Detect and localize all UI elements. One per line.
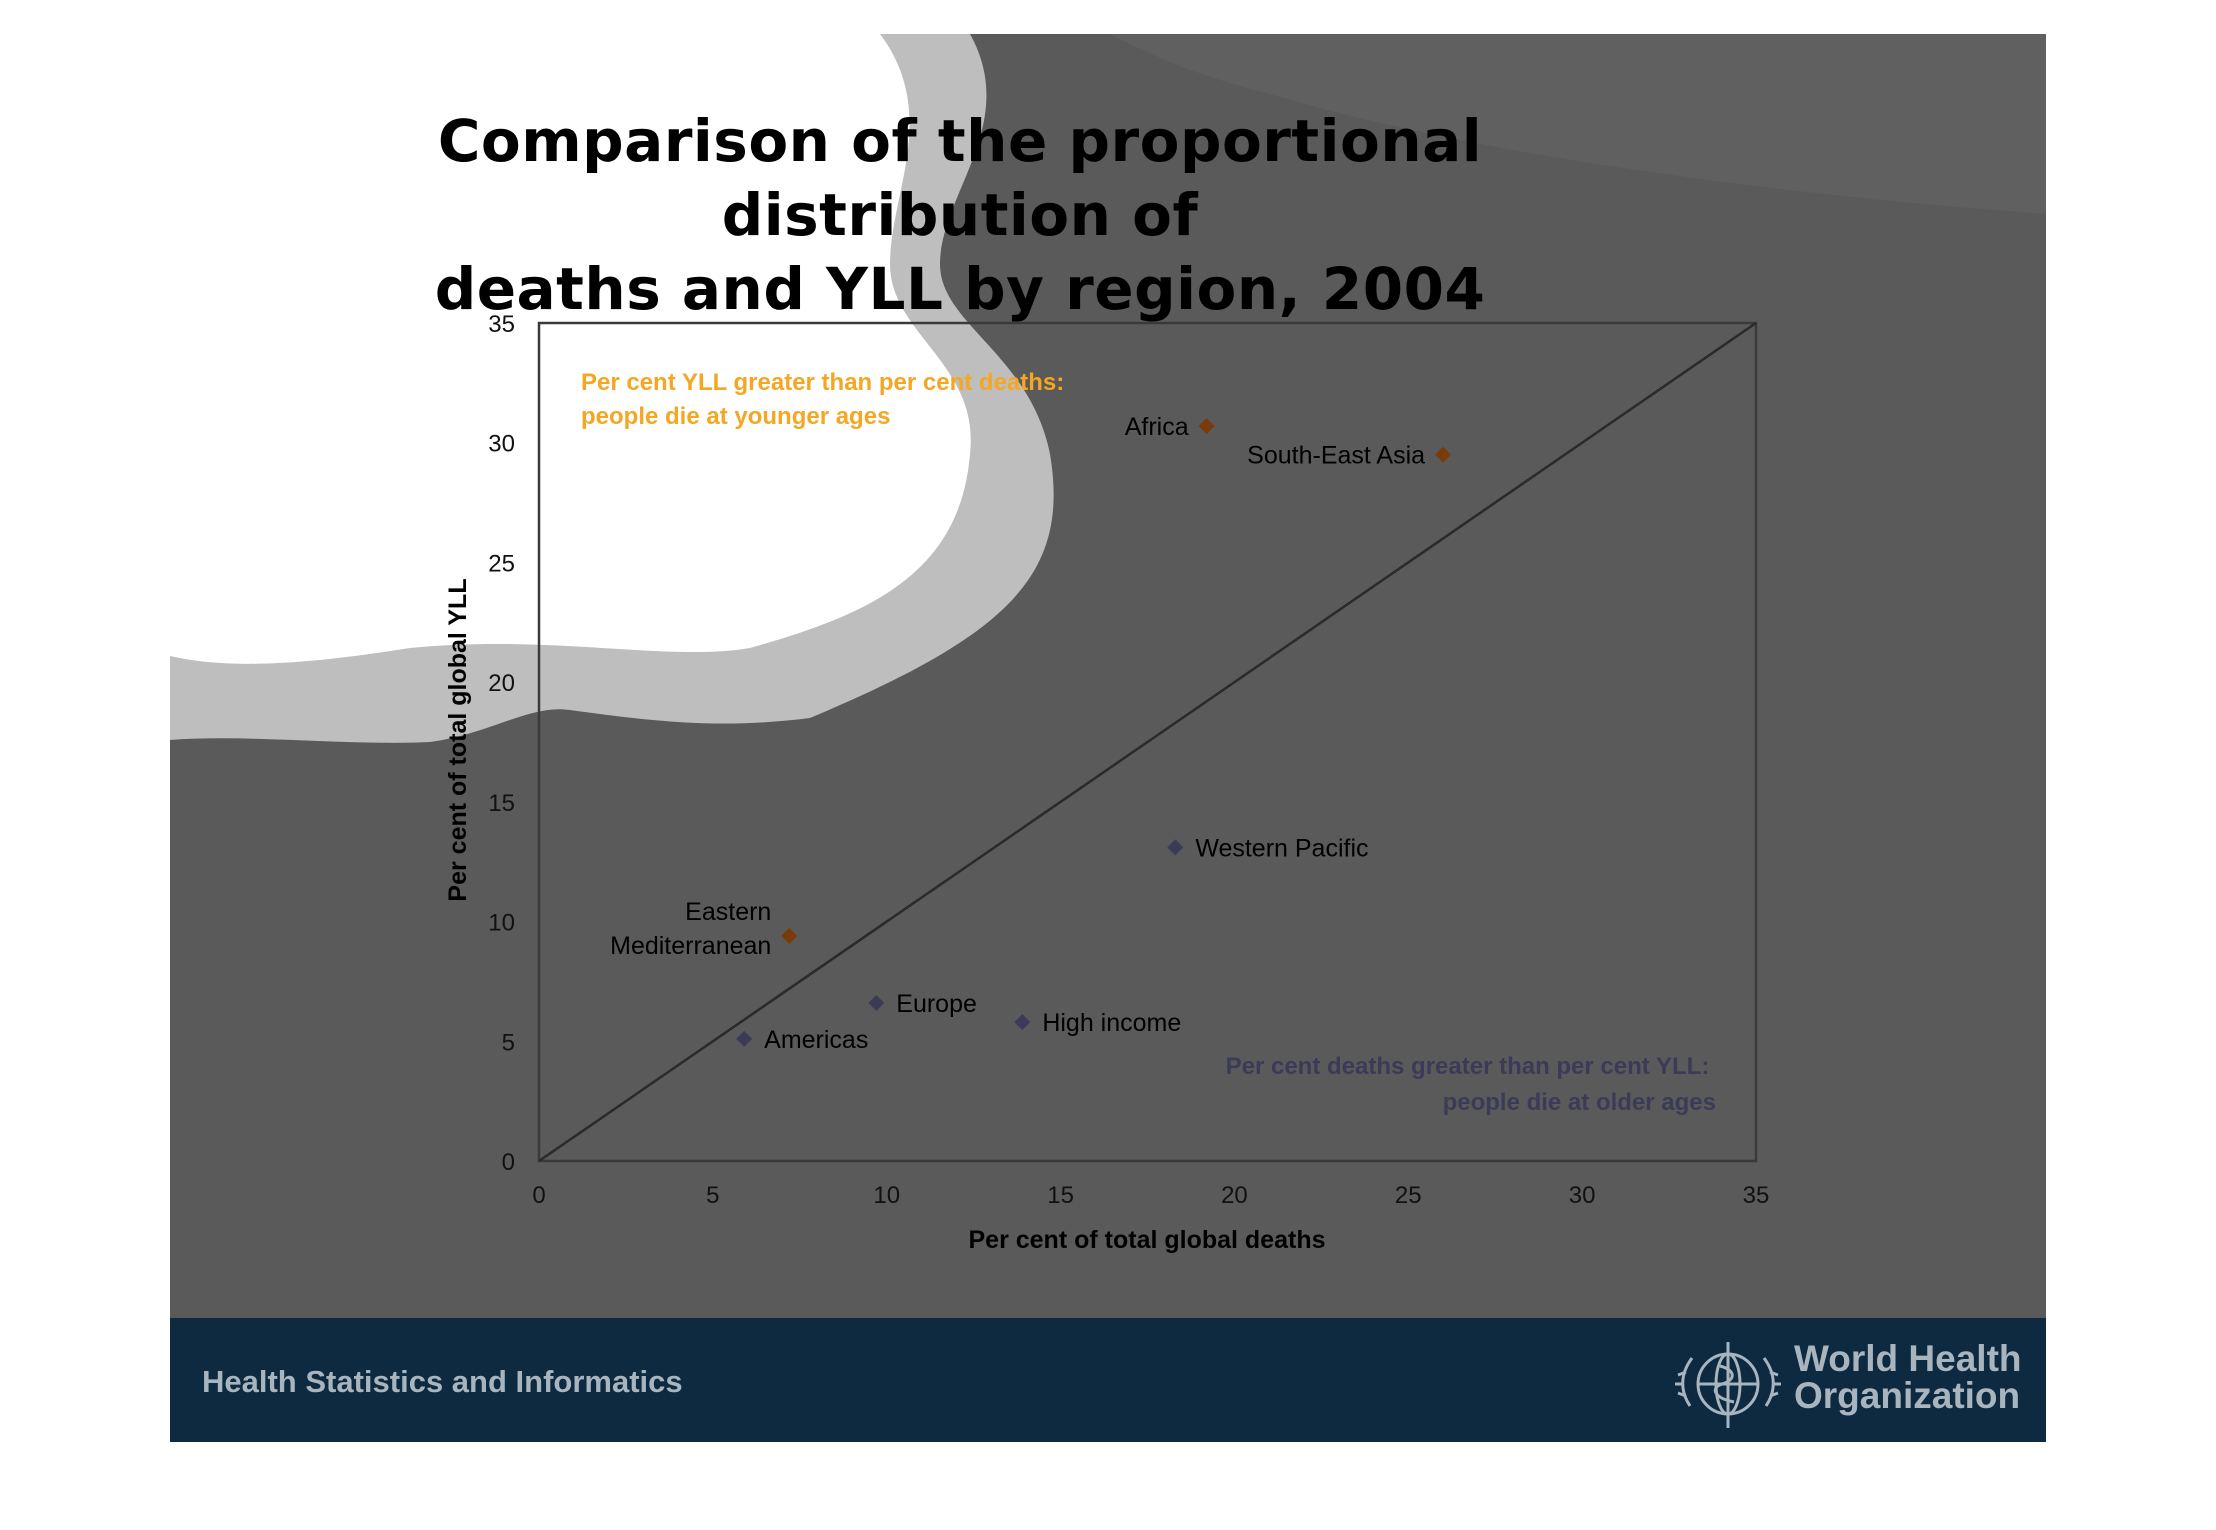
x-tick-label: 35 — [1743, 1182, 1770, 1209]
annotation-older-ages: Per cent deaths greater than per cent YL… — [1226, 1053, 1716, 1116]
footer-label: Health Statistics and Informatics — [202, 1364, 683, 1399]
data-point-marker — [1435, 446, 1452, 463]
data-point-label: Africa — [1125, 413, 1189, 441]
plot-frame — [537, 321, 1758, 1163]
y-axis-label: Per cent of total global YLL — [444, 578, 472, 901]
slide-background — [170, 34, 2046, 1442]
annotation-younger-ages: Per cent YLL greater than per cent death… — [581, 369, 1071, 430]
x-tick-label: 30 — [1569, 1182, 1596, 1209]
data-points: Africa South-East Asia Western Pacific East… — [610, 413, 1452, 1054]
data-point-marker — [1167, 839, 1184, 856]
data-point-marker — [868, 994, 885, 1011]
x-tick-label: 20 — [1221, 1182, 1248, 1209]
data-point-marker — [781, 927, 798, 944]
x-axis-label: Per cent of total global deaths — [969, 1226, 1326, 1254]
footer-bar: Health Statistics and Informatics World … — [170, 1318, 2046, 1442]
x-tick-label: 10 — [873, 1182, 900, 1209]
data-point-label: Europe — [896, 990, 977, 1018]
data-point-marker — [736, 1030, 753, 1047]
who-emblem-icon — [1675, 1342, 1781, 1428]
data-point-label: South-East Asia — [1247, 442, 1425, 470]
y-tick-label: 0 — [502, 1149, 515, 1176]
x-tick-label: 15 — [1047, 1182, 1074, 1209]
x-tick-label: 0 — [532, 1182, 545, 1209]
data-point-label: Eastern Mediterranean — [610, 898, 771, 960]
x-axis-ticks: 0 5 10 15 20 25 30 35 — [532, 1182, 1769, 1209]
equality-line — [538, 321, 1757, 1163]
data-point-label: Western Pacific — [1195, 834, 1368, 862]
x-tick-label: 25 — [1395, 1182, 1422, 1209]
y-tick-label: 25 — [488, 550, 515, 577]
data-point-label: Americas — [764, 1026, 868, 1054]
x-tick-label: 5 — [706, 1182, 719, 1209]
slide-title: Comparison of the proportional distribut… — [434, 107, 1486, 323]
data-point-marker — [1014, 1014, 1031, 1031]
y-tick-label: 15 — [488, 790, 515, 817]
scatter-chart: 0 5 10 15 20 25 30 35 0 5 10 15 20 25 30 35 Africa Sout… — [444, 311, 1769, 1254]
slide: Comparison of the proportional distribut… — [170, 34, 2046, 1442]
y-tick-label: 10 — [488, 910, 515, 937]
y-tick-label: 35 — [488, 311, 515, 338]
y-tick-label: 5 — [502, 1029, 515, 1056]
data-point-label: High income — [1042, 1009, 1181, 1037]
y-tick-label: 20 — [488, 670, 515, 697]
data-point-marker — [1198, 417, 1215, 434]
y-axis-ticks: 0 5 10 15 20 25 30 35 — [488, 311, 515, 1176]
organization-name: World Health Organization — [1794, 1338, 2022, 1416]
y-tick-label: 30 — [488, 431, 515, 458]
